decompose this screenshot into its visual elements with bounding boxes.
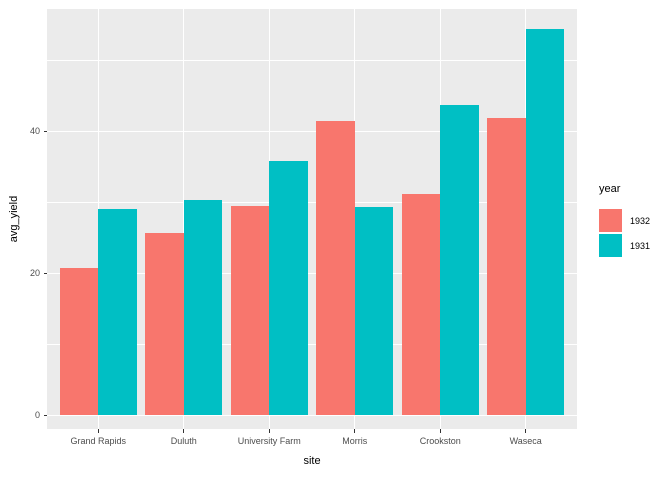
bar-1931-duluth [183,200,223,416]
minor-gridline [47,344,577,345]
bar-1932-crookston [401,193,441,416]
x-tick-mark [268,429,270,433]
bar-1931-crookston [440,105,479,416]
bar-1931-waseca [525,29,565,416]
bar-1932-university-farm [230,205,270,416]
major-gridline [268,9,270,429]
major-gridline [47,414,577,417]
major-gridline [47,272,577,275]
bar-1932-morris [316,120,355,416]
major-gridline [47,130,577,132]
x-tick-mark [97,429,99,433]
y-tick-label: 40 [29,125,40,136]
x-tick-mark [439,429,441,433]
bar-1932-grand-rapids [59,267,99,416]
x-tick-label: Waseca [509,436,542,446]
x-axis-title: site [303,455,321,467]
minor-gridline [47,201,577,203]
legend-item-1931: 1931 [599,234,650,257]
bar-1931-university-farm [269,160,308,416]
legend: year 1932 1931 [599,183,650,259]
legend-title: year [599,183,621,195]
major-gridline [439,9,441,429]
x-tick-mark [354,429,356,433]
legend-label-1931: 1931 [630,240,651,251]
bar-1931-grand-rapids [98,209,137,416]
x-tick-label: Crookston [419,436,461,446]
x-tick-label: Duluth [170,436,197,446]
x-tick-mark [525,429,527,433]
bar-1932-waseca [487,117,526,416]
legend-swatch-1931 [599,234,622,257]
y-axis-title: avg_yield [8,195,20,243]
y-tick-label: 20 [29,267,40,278]
major-gridline [525,9,527,429]
legend-item-1932: 1932 [599,209,650,232]
bar-1931-morris [354,207,394,416]
legend-label-1932: 1932 [630,215,651,226]
major-gridline [183,9,185,429]
y-tick-label: 0 [34,409,40,420]
x-tick-label: Grand Rapids [70,436,127,446]
bar-1932-duluth [145,232,184,416]
major-gridline [97,9,99,429]
minor-gridline [47,59,577,61]
plot-panel [47,9,577,429]
major-gridline [354,9,356,429]
x-tick-mark [183,429,185,433]
legend-swatch-1932 [599,209,622,232]
x-tick-label: University Farm [237,436,301,446]
legend-items: 1932 1931 [599,209,650,257]
x-tick-label: Morris [342,436,368,446]
